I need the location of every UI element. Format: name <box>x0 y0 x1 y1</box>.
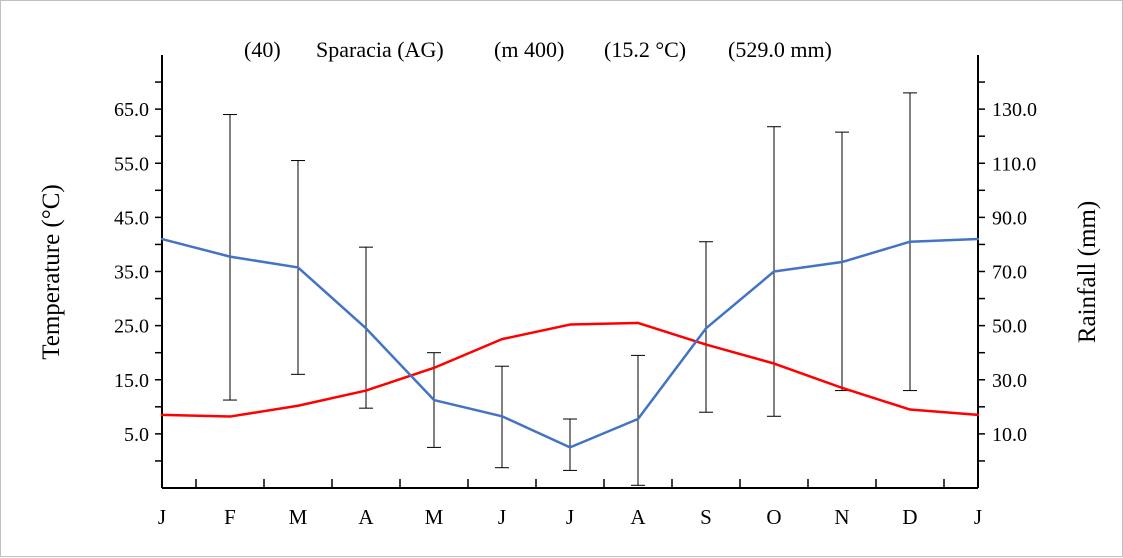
temperature-point <box>160 413 164 417</box>
temperature-point <box>704 343 708 346</box>
y-left-tick-label: 65.0 <box>114 99 149 121</box>
rainfall-point <box>636 417 640 421</box>
temperature-point <box>772 362 776 365</box>
rainfall-point <box>908 240 912 243</box>
rainfall-point <box>568 446 572 449</box>
temperature-point <box>500 337 504 341</box>
temperature-point <box>432 366 436 370</box>
temperature-point <box>364 389 368 392</box>
rainfall-error-bars <box>223 92 917 486</box>
series-lines <box>160 237 980 449</box>
rainfall-point <box>364 327 368 330</box>
x-tick-label: J <box>158 505 166 529</box>
temperature-point <box>840 386 844 390</box>
temperature-line <box>161 321 979 418</box>
temperature-point <box>296 404 300 407</box>
x-tick-label: A <box>630 505 646 529</box>
header-station: Sparacia (AG) <box>316 37 444 62</box>
x-tick-label: A <box>358 505 374 529</box>
axes: 5.0 15.0 25.0 35.0 45.0 55.0 65.0 10.0 30.0 50.0 7… <box>114 55 1037 529</box>
y-left-tick-label: 35.0 <box>114 262 149 284</box>
header-elevation: (m 400) <box>494 37 564 62</box>
rainfall-point <box>432 398 436 402</box>
x-tick-label: S <box>700 505 712 529</box>
y-right-tick-label: 10.0 <box>992 424 1027 446</box>
y-right-tick-label: 30.0 <box>992 370 1027 392</box>
header-station-no: (40) <box>244 37 281 62</box>
rainfall-point <box>976 237 980 241</box>
y-left-tick-label: 5.0 <box>124 424 149 446</box>
x-tick-label: N <box>834 505 849 529</box>
x-tick-label: J <box>974 505 982 529</box>
header-total-rain: (529.0 mm) <box>728 37 832 62</box>
x-tick-label: O <box>766 505 781 529</box>
x-tick-label: M <box>289 505 308 529</box>
y-right-tick-label: 70.0 <box>992 262 1027 284</box>
y-right-tick-label: 110.0 <box>992 153 1036 175</box>
rainfall-point <box>704 327 708 330</box>
y-right-tick-label: 130.0 <box>992 99 1037 121</box>
y-axis-right-label: Rainfall (mm) <box>1074 201 1101 343</box>
y-left-tick-label: 55.0 <box>114 153 149 175</box>
temperature-point <box>908 408 912 411</box>
rainfall-point <box>228 255 232 258</box>
chart-header: (40) Sparacia (AG) (m 400) (15.2 °C) (52… <box>244 37 832 62</box>
rainfall-point <box>296 266 300 269</box>
rainfall-point <box>840 260 844 264</box>
y-right-tick-label: 90.0 <box>992 207 1027 229</box>
x-tick-label: M <box>425 505 444 529</box>
x-tick-label: F <box>224 505 236 529</box>
x-tick-label: J <box>566 505 574 529</box>
y-right-tick-label: 50.0 <box>992 316 1027 338</box>
x-tick-label: D <box>902 505 917 529</box>
rainfall-point <box>500 415 504 418</box>
temperature-point <box>228 415 232 418</box>
rainfall-point <box>160 237 164 241</box>
rainfall-point <box>772 270 776 273</box>
header-mean-temp: (15.2 °C) <box>604 37 686 62</box>
temperature-point <box>568 323 572 326</box>
x-tick-label: J <box>498 505 506 529</box>
rainfall-line <box>161 237 979 449</box>
y-axis-left-label: Temperature (°C) <box>38 184 65 360</box>
temperature-point <box>976 413 980 417</box>
y-left-tick-label: 25.0 <box>114 316 149 338</box>
y-left-tick-label: 15.0 <box>114 370 149 392</box>
y-left-tick-label: 45.0 <box>114 207 149 229</box>
temperature-point <box>636 321 640 325</box>
